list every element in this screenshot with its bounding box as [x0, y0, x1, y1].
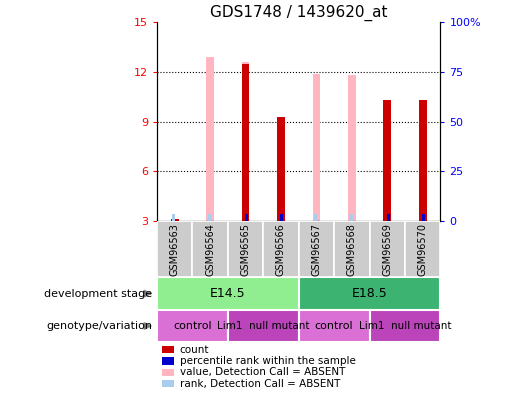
- Text: GSM96569: GSM96569: [382, 223, 392, 275]
- Bar: [157, 310, 228, 342]
- Bar: [263, 221, 299, 277]
- Text: GSM96566: GSM96566: [276, 223, 286, 275]
- Bar: [242, 62, 249, 221]
- Text: Lim1  null mutant: Lim1 null mutant: [358, 321, 451, 331]
- Bar: [157, 277, 299, 310]
- Bar: [277, 117, 285, 221]
- Text: GSM96567: GSM96567: [312, 223, 321, 275]
- Bar: [228, 221, 263, 277]
- Bar: [313, 74, 320, 221]
- Text: control: control: [173, 321, 212, 331]
- Bar: [171, 219, 179, 221]
- Bar: [369, 310, 440, 342]
- Text: GSM96564: GSM96564: [205, 223, 215, 275]
- Bar: [299, 277, 440, 310]
- Bar: [419, 100, 426, 221]
- Bar: [422, 214, 425, 221]
- Text: count: count: [180, 345, 209, 354]
- Bar: [405, 221, 440, 277]
- Text: GSM96568: GSM96568: [347, 223, 357, 275]
- Bar: [207, 57, 214, 221]
- Bar: [369, 221, 405, 277]
- Text: development stage: development stage: [44, 289, 152, 298]
- Text: rank, Detection Call = ABSENT: rank, Detection Call = ABSENT: [180, 379, 340, 388]
- Bar: [173, 214, 176, 221]
- Text: GSM96565: GSM96565: [241, 223, 251, 275]
- Text: Lim1  null mutant: Lim1 null mutant: [217, 321, 310, 331]
- Bar: [245, 214, 248, 221]
- Text: GSM96570: GSM96570: [418, 223, 427, 275]
- Bar: [242, 64, 249, 221]
- Bar: [208, 214, 211, 221]
- Bar: [349, 214, 352, 221]
- Text: genotype/variation: genotype/variation: [46, 321, 152, 331]
- Bar: [157, 221, 193, 277]
- Text: control: control: [315, 321, 353, 331]
- Bar: [334, 221, 369, 277]
- Text: E18.5: E18.5: [352, 287, 387, 300]
- Bar: [299, 221, 334, 277]
- Text: GSM96563: GSM96563: [170, 223, 180, 275]
- Bar: [280, 214, 283, 221]
- Bar: [348, 75, 356, 221]
- Text: value, Detection Call = ABSENT: value, Detection Call = ABSENT: [180, 367, 345, 377]
- Bar: [228, 310, 299, 342]
- Title: GDS1748 / 1439620_at: GDS1748 / 1439620_at: [210, 5, 387, 21]
- Text: percentile rank within the sample: percentile rank within the sample: [180, 356, 356, 366]
- Bar: [383, 100, 391, 221]
- Text: E14.5: E14.5: [210, 287, 246, 300]
- Bar: [193, 221, 228, 277]
- Bar: [386, 214, 390, 221]
- Bar: [299, 310, 369, 342]
- Bar: [314, 214, 317, 221]
